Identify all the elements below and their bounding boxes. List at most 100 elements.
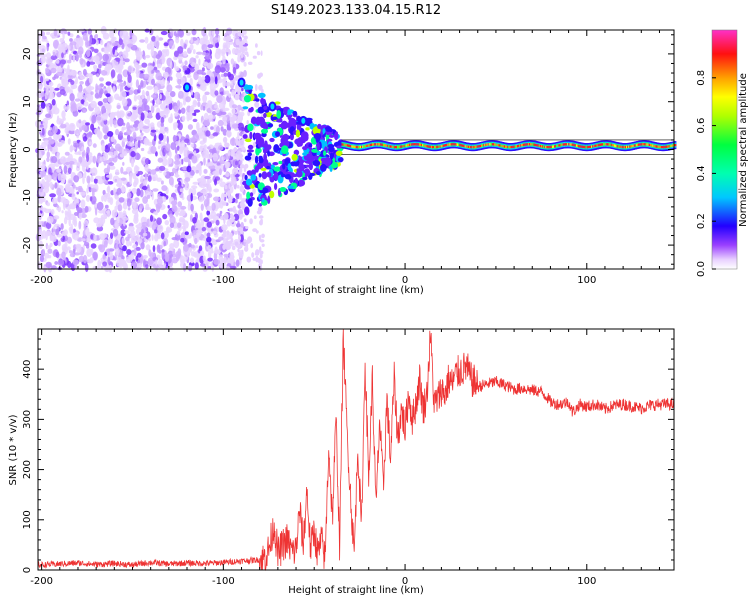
- heatmap-noise-cell: [78, 255, 85, 263]
- heatmap-noise-cell: [67, 138, 71, 145]
- heatmap-noise-cell: [109, 165, 116, 170]
- heatmap-noise-cell: [80, 191, 86, 196]
- heatmap-noise-cell: [221, 233, 227, 238]
- carrier-guide-lines: [341, 139, 674, 155]
- heatmap-noise-cell: [213, 196, 220, 202]
- heatmap-noise-cell: [182, 65, 188, 71]
- heatmap-noise-cell: [91, 114, 97, 124]
- heatmap-noise-cell: [132, 123, 139, 128]
- heatmap-noise-cell: [106, 248, 111, 256]
- heatmap-noise-cell: [202, 255, 206, 262]
- heatmap-noise-cell: [41, 127, 45, 136]
- heatmap-noise-cell: [241, 32, 245, 38]
- heatmap-noise-cell: [76, 50, 83, 55]
- heatmap-noise-cell: [212, 132, 219, 137]
- heatmap-noise-cell: [73, 212, 79, 216]
- heatmap-noise-cell: [231, 176, 235, 183]
- heatmap-noise-cell: [114, 178, 118, 182]
- heatmap-noise-cell: [124, 58, 130, 63]
- heatmap-noise-cell: [114, 223, 120, 227]
- heatmap-transition-cell: [312, 160, 321, 167]
- heatmap-noise-cell: [119, 259, 127, 265]
- heatmap-noise-cell: [73, 252, 81, 256]
- heatmap-noise-cell: [189, 77, 193, 87]
- heatmap-transition-cell: [274, 183, 278, 190]
- heatmap-noise-cell: [92, 143, 97, 148]
- heatmap-noise-cell: [196, 163, 201, 169]
- heatmap-transition-cell: [248, 89, 252, 95]
- heatmap-noise-cell: [230, 98, 233, 106]
- heatmap-noise-cell: [91, 200, 96, 205]
- heatmap-noise-cell: [207, 265, 212, 270]
- heatmap-noise-cell: [225, 266, 231, 271]
- snr-x-tick-label: 100: [577, 576, 596, 587]
- colorbar-label: Normalized spectral amplitude: [738, 73, 749, 227]
- heatmap-noise-cell: [76, 191, 79, 195]
- heatmap-noise-cell: [210, 247, 214, 254]
- heatmap-noise-cell: [242, 190, 246, 196]
- heatmap-transition-cell: [245, 178, 253, 186]
- heatmap-noise-cell: [81, 124, 88, 131]
- heatmap-noise-cell: [157, 224, 164, 233]
- heatmap-noise-cell: [208, 148, 216, 154]
- heatmap-transition-cell: [273, 144, 280, 153]
- heatmap-noise-cell: [187, 124, 193, 130]
- heatmap-noise-cell: [157, 258, 163, 268]
- heatmap-noise-cell: [95, 39, 99, 46]
- snr-y-label: SNR (10 * v/v): [8, 414, 19, 485]
- heatmap-noise-cell: [95, 175, 102, 180]
- heatmap-noise-cell: [240, 179, 243, 186]
- heatmap-transition-cell: [302, 152, 308, 156]
- heatmap-transition-cell: [306, 155, 312, 165]
- heatmap-noise-cell: [146, 194, 151, 199]
- heatmap-spot: [301, 117, 306, 124]
- heatmap-noise-cell: [156, 97, 160, 105]
- heatmap-noise-cell: [86, 49, 91, 58]
- heatmap-noise-cell: [52, 39, 59, 49]
- heatmap-noise-cell: [57, 259, 65, 266]
- heatmap-noise-cell: [214, 104, 219, 109]
- heatmap-transition-cell: [261, 128, 268, 134]
- heatmap-noise-cell: [154, 229, 158, 234]
- heatmap-noise-cell: [50, 67, 57, 74]
- heatmap-noise-cell: [160, 122, 164, 127]
- heatmap-transition-cell: [263, 148, 267, 154]
- heatmap-transition-cell: [297, 139, 304, 144]
- heatmap-transition-cell: [260, 167, 267, 171]
- heatmap-transition-cell: [258, 203, 263, 207]
- heatmap-noise-cell: [209, 35, 213, 41]
- heatmap-noise-cell: [40, 163, 46, 171]
- heatmap-noise-cell: [41, 230, 47, 239]
- heatmap-noise-cell: [158, 249, 162, 254]
- heatmap-transition-cell: [257, 106, 265, 114]
- heatmap-noise-cell: [235, 139, 239, 146]
- heatmap-noise-cell: [177, 122, 183, 131]
- heatmap-noise-cell: [150, 129, 157, 133]
- heatmap-noise-cell: [222, 104, 226, 112]
- heatmap-noise-cell: [229, 150, 235, 157]
- heatmap-noise-cell: [200, 203, 204, 211]
- heatmap-noise-cell: [137, 170, 144, 175]
- heatmap-noise-cell: [131, 208, 139, 215]
- heatmap-noise-cell: [58, 51, 62, 60]
- heatmap-noise-cell: [37, 104, 41, 108]
- heatmap-noise-cell: [48, 140, 55, 145]
- heatmap-noise-cell: [45, 67, 50, 74]
- heatmap-noise-cell: [71, 192, 76, 200]
- heatmap-noise-cell: [98, 64, 102, 69]
- heatmap-noise-cell: [233, 147, 238, 152]
- heatmap-transition-cell: [323, 150, 327, 156]
- heatmap-noise-cell: [193, 100, 198, 106]
- heatmap-noise-cell: [173, 112, 179, 117]
- heatmap-noise-cell: [213, 86, 216, 92]
- heatmap-noise-cell: [231, 257, 234, 266]
- heatmap-noise-cell: [253, 215, 257, 220]
- heatmap-noise-cell: [165, 95, 173, 105]
- heatmap-noise-cell: [214, 169, 220, 178]
- heatmap-noise-cell: [162, 158, 168, 167]
- heatmap-noise-cell: [255, 255, 259, 263]
- heatmap-noise-cell: [67, 31, 71, 36]
- heatmap-noise-cell: [199, 212, 203, 222]
- heatmap-noise-cell: [183, 243, 189, 252]
- heatmap-noise-cell: [151, 78, 155, 86]
